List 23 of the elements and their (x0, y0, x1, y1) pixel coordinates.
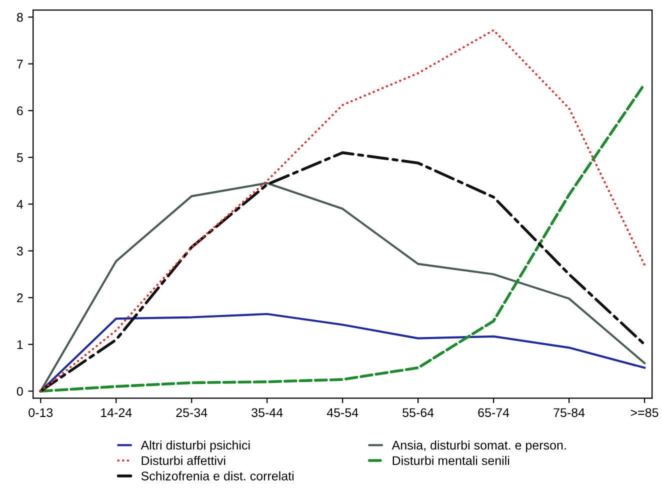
x-tick-label: >=85 (630, 408, 658, 418)
y-tick-label: 8 (16, 12, 23, 22)
x-tick-label: 55-64 (402, 408, 434, 418)
y-tick-label: 2 (17, 293, 23, 302)
y-tick-label: 4 (16, 200, 24, 209)
legend-label: Ansia, disturbi somat. e person. (392, 440, 566, 452)
y-tick-label: 0 (16, 386, 23, 396)
legend-label: Disturbi mentali senili (392, 456, 510, 466)
x-tick-label: 75-84 (554, 408, 585, 418)
legend-label: Altri disturbi psichici (140, 440, 250, 452)
x-tick-label: 25-34 (176, 408, 208, 418)
legend-label: Disturbi affettivi (142, 456, 226, 466)
x-tick-label: 65-74 (478, 408, 510, 418)
x-tick-label: 14-24 (101, 408, 132, 417)
x-tick-label: 45-54 (326, 408, 358, 418)
y-tick-label: 5 (16, 153, 23, 162)
y-tick-label: 1 (17, 340, 23, 349)
legend-label: Schizofrenia e dist. correlati (141, 471, 294, 480)
x-tick-label: 35-44 (252, 408, 283, 418)
y-tick-label: 6 (17, 106, 23, 116)
y-tick-label: 3 (16, 246, 23, 256)
x-tick-label: 0-13 (28, 408, 53, 418)
y-tick-label: 7 (17, 60, 23, 68)
